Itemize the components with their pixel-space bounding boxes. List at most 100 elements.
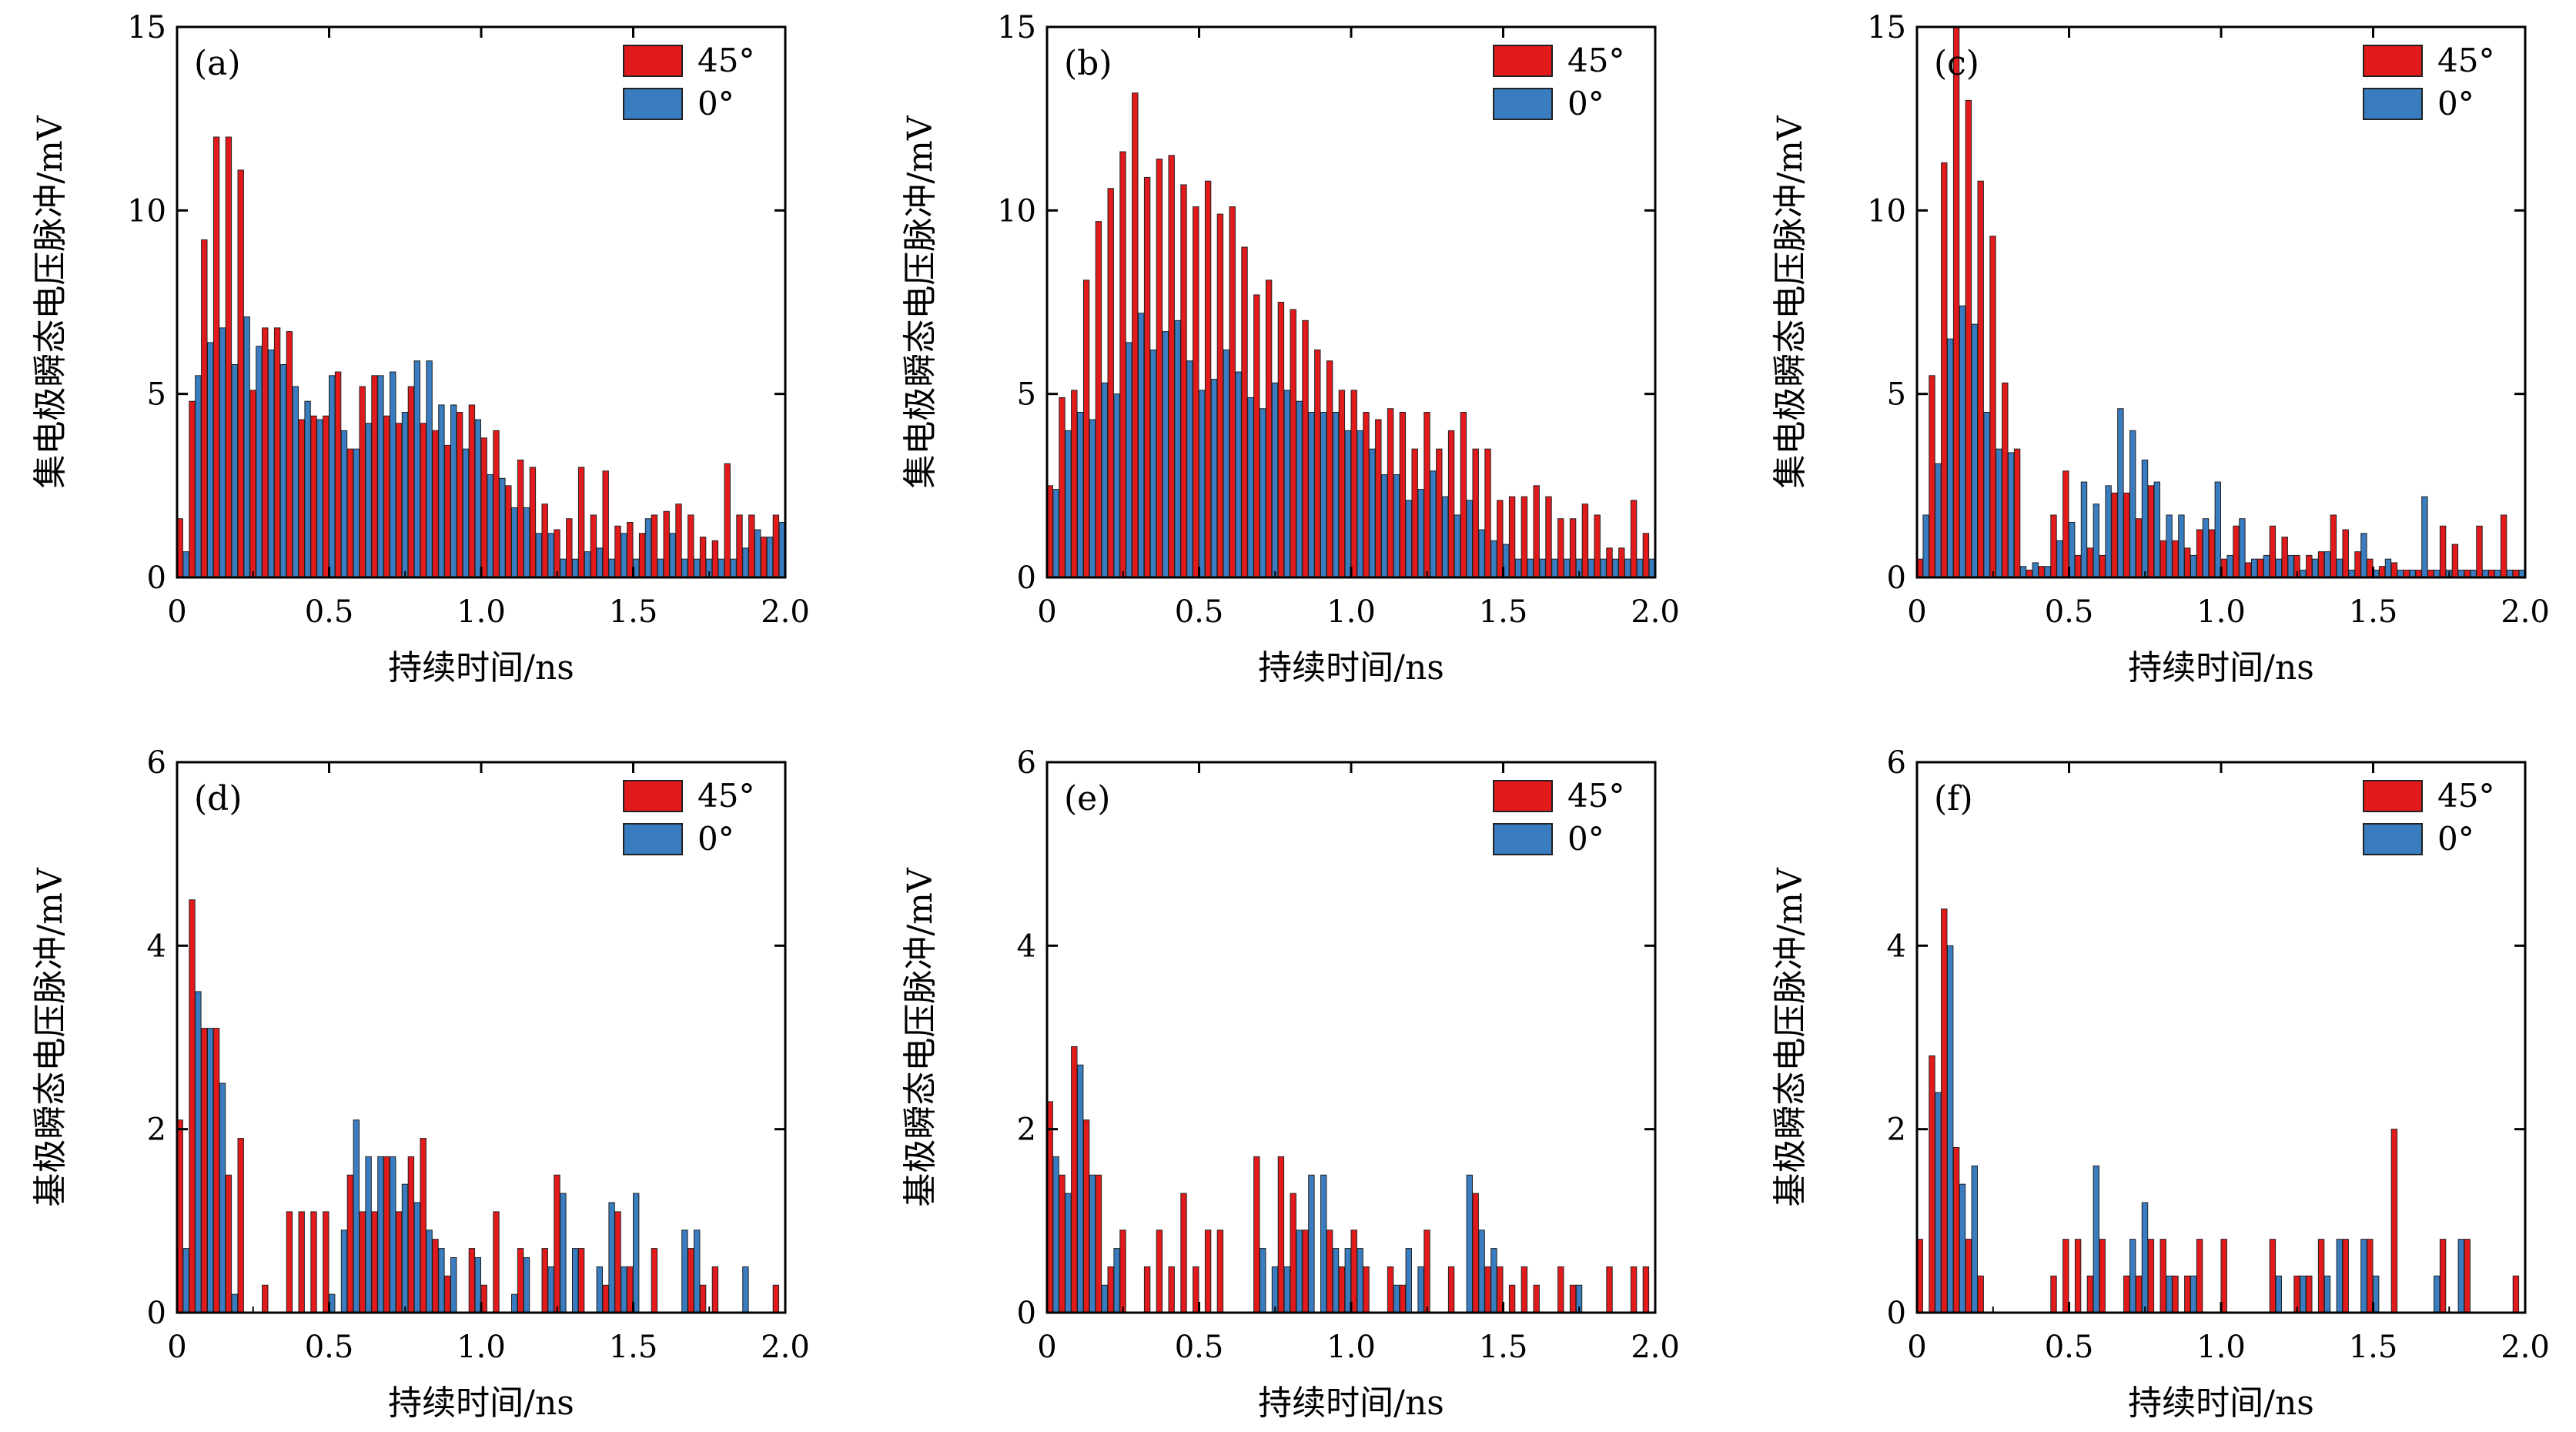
bar-45deg <box>1411 448 1418 578</box>
bar-0deg <box>2153 481 2161 578</box>
bar-45deg <box>1460 412 1467 578</box>
bar-45deg <box>444 1275 451 1313</box>
x-tick-label: 2.0 <box>1631 594 1680 630</box>
bar-0deg <box>1113 393 1120 578</box>
bar-0deg <box>1393 1284 1400 1313</box>
bar-45deg <box>432 430 439 578</box>
bar-0deg <box>353 1119 360 1313</box>
bar-45deg <box>1569 518 1577 578</box>
bar-0deg <box>1357 430 1363 578</box>
bar-0deg <box>584 551 591 578</box>
bar-45deg <box>212 136 220 578</box>
bar-45deg <box>286 331 293 578</box>
y-axis-title: 基极瞬态电压脉冲/mV <box>1771 867 1810 1207</box>
bar-0deg <box>1052 489 1059 578</box>
bar-0deg <box>1381 474 1388 578</box>
bar-0deg <box>681 558 688 578</box>
bar-0deg <box>426 360 433 578</box>
bar-45deg <box>602 470 609 578</box>
bar-45deg <box>2050 1275 2057 1313</box>
legend-label-45deg: 45° <box>2437 777 2494 815</box>
bar-0deg <box>450 404 457 578</box>
bar-45deg <box>1618 547 1625 578</box>
bar-45deg <box>2099 554 2106 578</box>
bar-45deg <box>2099 1239 2106 1313</box>
bar-0deg <box>1612 558 1619 578</box>
x-axis-title: 持续时间/ns <box>388 1383 574 1423</box>
legend-swatch-0deg <box>1493 823 1553 855</box>
y-tick-label: 0 <box>147 1296 166 1331</box>
bar-45deg <box>2306 554 2313 578</box>
x-axis-title: 持续时间/ns <box>2128 648 2314 688</box>
bar-0deg <box>1101 1284 1108 1313</box>
bar-45deg <box>1119 1230 1126 1313</box>
bar-45deg <box>505 485 512 578</box>
y-tick-label: 2 <box>147 1112 166 1148</box>
bar-0deg <box>438 1248 445 1313</box>
bar-0deg <box>547 1266 554 1313</box>
legend-label-0deg: 0° <box>698 85 734 122</box>
x-tick-label: 0.5 <box>305 1330 354 1365</box>
bar-45deg <box>468 404 476 578</box>
bar-45deg <box>772 514 780 578</box>
bar-0deg <box>2190 1275 2197 1313</box>
legend-label-45deg: 45° <box>2437 42 2494 79</box>
bar-0deg <box>353 448 360 578</box>
bar-0deg <box>511 1293 518 1313</box>
bar-45deg <box>1929 1055 1935 1313</box>
y-tick-label: 0 <box>147 560 166 596</box>
bar-45deg <box>383 1156 390 1313</box>
bar-45deg <box>201 1028 208 1313</box>
bar-0deg <box>1587 558 1595 578</box>
bar-0deg <box>1442 496 1449 578</box>
bar-45deg <box>1484 448 1491 578</box>
bar-45deg <box>2317 1239 2325 1313</box>
bar-45deg <box>2439 525 2447 578</box>
bar-45deg <box>2086 1275 2094 1313</box>
x-tick-label: 1.0 <box>1326 1330 1376 1365</box>
bar-0deg <box>2251 558 2258 578</box>
bar-45deg <box>2245 562 2252 578</box>
legend-label-45deg: 45° <box>1567 777 1624 815</box>
bar-0deg <box>195 375 202 578</box>
bar-0deg <box>718 558 724 578</box>
bar-0deg <box>243 316 250 578</box>
bar-45deg <box>1277 302 1285 578</box>
bar-0deg <box>572 1248 579 1313</box>
bar-0deg <box>778 522 785 578</box>
y-tick-label: 6 <box>1887 745 1906 781</box>
bar-45deg <box>651 1248 658 1313</box>
bar-45deg <box>237 1138 244 1313</box>
bar-0deg <box>1971 1165 1979 1313</box>
panel-label: (f) <box>1934 779 1973 818</box>
bar-45deg <box>2123 1275 2130 1313</box>
bar-0deg <box>560 1193 567 1313</box>
bar-0deg <box>2190 554 2197 578</box>
bar-45deg <box>1447 1266 1455 1313</box>
bar-45deg <box>1082 279 1090 578</box>
bar-45deg <box>1484 1266 1491 1313</box>
x-tick-label: 0 <box>167 1330 186 1365</box>
chart-panel-3: 0 0.5 1.0 1.5 2.0 0 5 10 15 持续时间/ns 集电极瞬态电压脉冲/mV (c… <box>1771 10 2550 688</box>
x-tick-label: 1.5 <box>609 1330 658 1365</box>
bar-45deg <box>1229 206 1236 578</box>
bar-0deg <box>2323 1275 2331 1313</box>
bar-45deg <box>2135 1275 2143 1313</box>
bar-45deg <box>1497 1266 1504 1313</box>
bar-45deg <box>2123 492 2130 578</box>
bar-45deg <box>2233 525 2240 578</box>
bar-0deg <box>1490 1248 1497 1313</box>
bar-0deg <box>268 349 275 578</box>
bar-45deg <box>2062 1239 2069 1313</box>
bar-0deg <box>1539 558 1546 578</box>
bar-45deg <box>627 1266 634 1313</box>
bar-0deg <box>304 400 311 578</box>
bar-45deg <box>407 1156 415 1313</box>
bar-0deg <box>219 1082 226 1313</box>
bar-45deg <box>602 1284 609 1313</box>
bar-45deg <box>346 448 354 578</box>
bar-0deg <box>2275 558 2283 578</box>
legend-label-45deg: 45° <box>698 42 754 79</box>
y-tick-label: 0 <box>1887 1296 1906 1331</box>
bar-0deg <box>547 533 554 578</box>
